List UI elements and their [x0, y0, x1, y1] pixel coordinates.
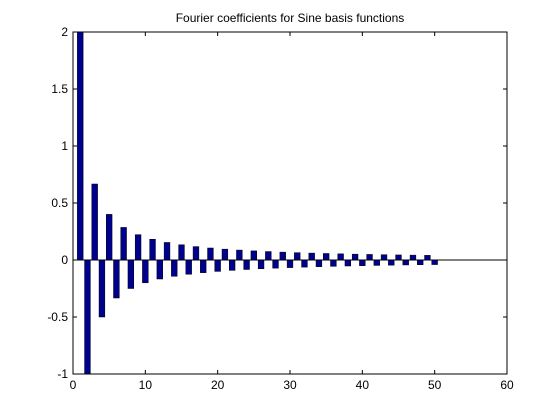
bar-32 [301, 259, 308, 268]
bar-10 [142, 259, 149, 284]
bar-20 [214, 259, 221, 272]
x-tick-label-30: 30 [283, 378, 297, 392]
bar-18 [200, 259, 207, 273]
bar-24 [243, 259, 250, 270]
y-tick-label-0: 0 [61, 253, 68, 267]
bar-22 [228, 259, 236, 271]
bar-45 [395, 254, 402, 261]
x-tick-label-50: 50 [428, 378, 442, 392]
y-tick-label-1.5: 1.5 [51, 82, 68, 96]
y-tick-label--0.5: -0.5 [47, 310, 68, 324]
bar-30 [286, 259, 294, 268]
bar-35 [323, 253, 330, 261]
bar-7 [120, 227, 127, 261]
bar-41 [366, 254, 373, 261]
bar-29 [279, 251, 286, 261]
bar-9 [134, 234, 142, 261]
bar-17 [192, 246, 200, 261]
bar-19 [207, 247, 214, 261]
bar-25 [250, 250, 257, 261]
bar-36 [330, 259, 337, 267]
plot-area [73, 32, 507, 374]
bar-31 [294, 252, 301, 261]
bar-15 [178, 244, 185, 261]
bar-11 [149, 239, 156, 261]
bar-42 [373, 259, 380, 266]
bar-2 [84, 259, 91, 375]
bar-4 [98, 259, 106, 318]
bar-3 [91, 183, 98, 261]
bar-47 [409, 254, 417, 261]
axis-ticks: 0 10 20 30 40 50 60 -1 -0.5 0 0.5 1 1.5 2 [47, 25, 514, 392]
y-tick-label--1: -1 [57, 367, 68, 381]
y-tick-label-2: 2 [61, 25, 68, 39]
x-tick-label-10: 10 [139, 378, 153, 392]
bar-13 [163, 242, 171, 261]
bar-46 [402, 259, 409, 266]
bar-39 [351, 253, 359, 261]
bar-1 [77, 31, 84, 261]
bar-37 [337, 253, 344, 261]
x-tick-label-60: 60 [500, 378, 514, 392]
bar-50 [431, 259, 438, 265]
bar-23 [236, 249, 243, 261]
y-tick-label-1: 1 [61, 139, 68, 153]
x-tick-label-20: 20 [211, 378, 225, 392]
bar-5 [106, 214, 113, 261]
bar-38 [344, 259, 352, 267]
x-tick-label-0: 0 [70, 378, 77, 392]
bar-44 [388, 259, 395, 266]
bar-49 [424, 255, 431, 261]
bar-27 [265, 251, 272, 261]
bar-21 [221, 248, 229, 261]
bar-33 [308, 252, 315, 261]
bar-28 [272, 259, 279, 269]
bar-40 [359, 259, 366, 266]
x-tick-label-40: 40 [356, 378, 370, 392]
bar-14 [171, 259, 178, 277]
bar-8 [127, 259, 135, 289]
bar-34 [315, 259, 323, 267]
bar-6 [113, 259, 120, 299]
bar-48 [417, 259, 424, 265]
bar-12 [156, 259, 163, 280]
bar-43 [380, 254, 388, 261]
bar-16 [185, 259, 192, 275]
bar-26 [257, 259, 265, 270]
y-tick-label-0.5: 0.5 [51, 196, 68, 210]
chart-title: Fourier coefficients for Sine basis func… [176, 11, 405, 25]
